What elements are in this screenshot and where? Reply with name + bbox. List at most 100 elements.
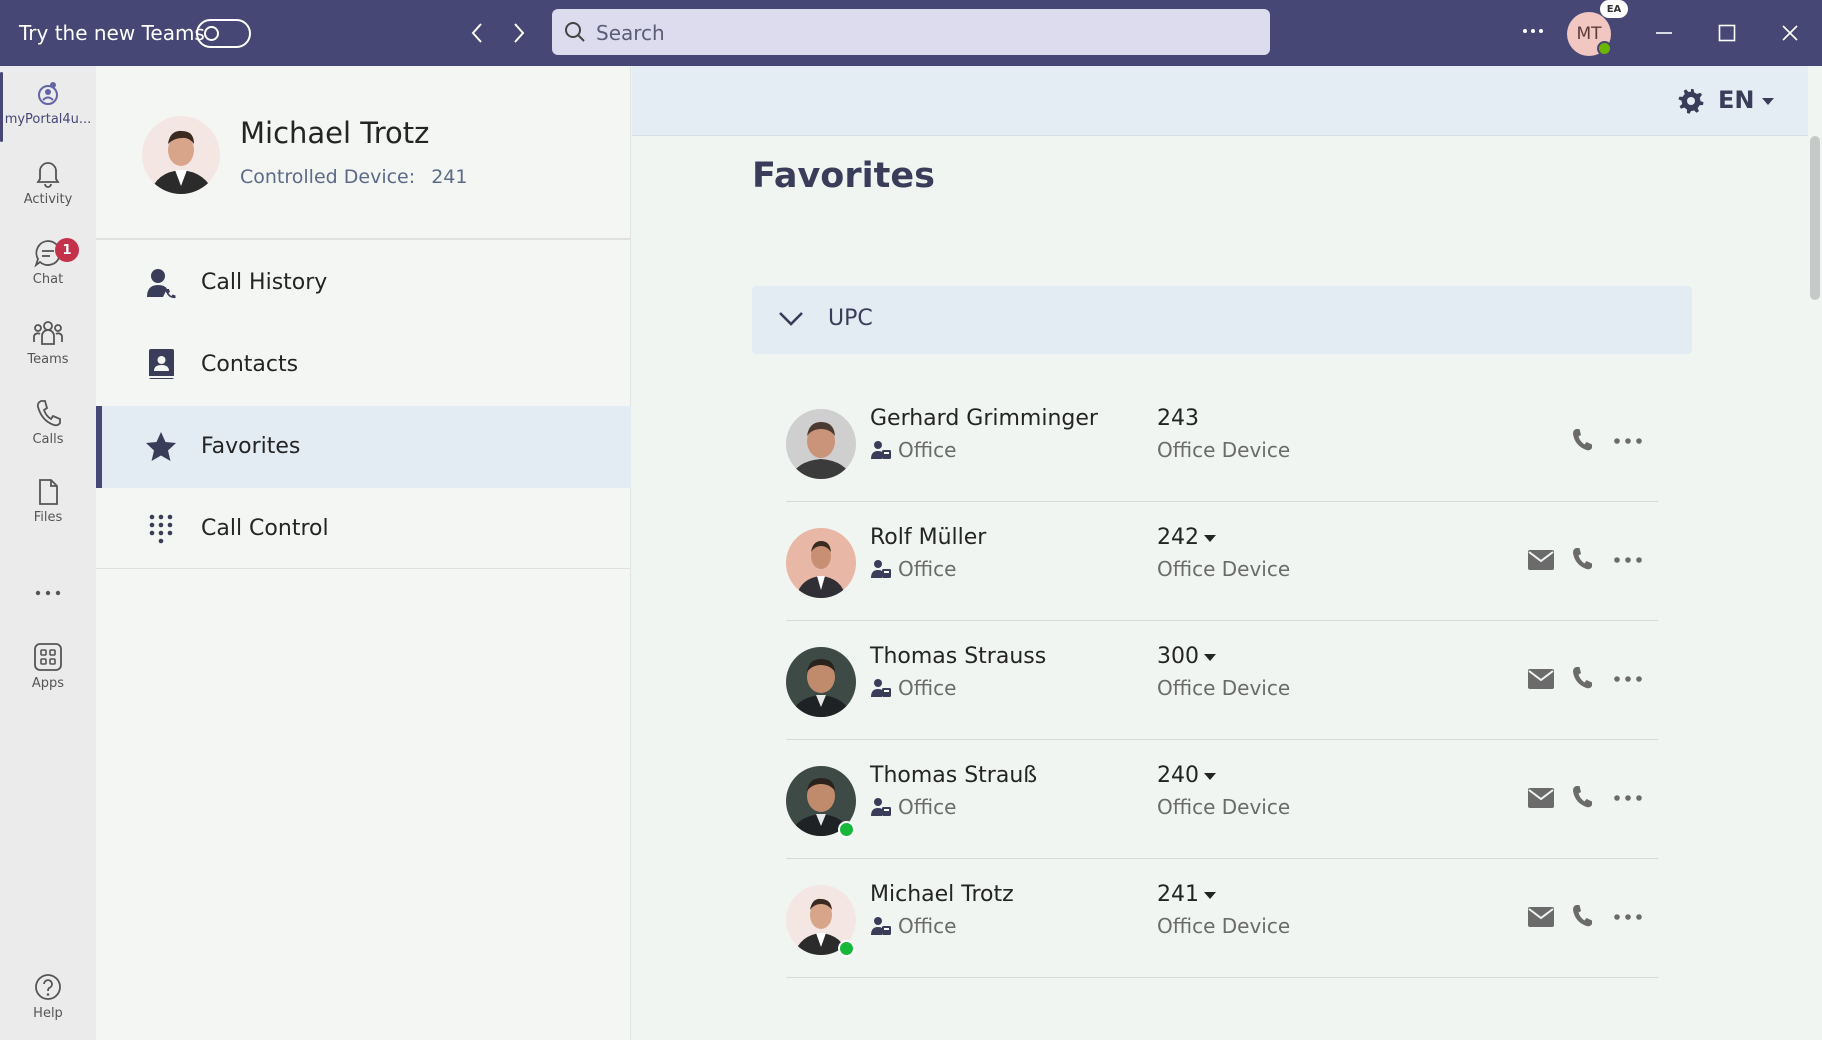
more-options-button[interactable] (1608, 664, 1648, 694)
favorites-icon-wrap (144, 430, 178, 464)
email-button[interactable] (1526, 902, 1556, 932)
contact-device: Office Device (1157, 438, 1291, 462)
search-icon (565, 22, 585, 42)
call-button[interactable] (1567, 900, 1597, 932)
call-button[interactable] (1567, 424, 1597, 456)
user-profile-header: Michael Trotz Controlled Device: 241 (96, 66, 631, 240)
rail-item-teams[interactable]: Teams (0, 318, 96, 394)
mail-icon (1528, 788, 1554, 808)
more-horizontal-icon (1614, 795, 1642, 801)
favorite-row: Thomas Strauss Office 300 Office Device (786, 622, 1658, 740)
back-button[interactable] (464, 18, 490, 48)
controlled-device-number: 241 (431, 166, 468, 188)
email-button[interactable] (1526, 664, 1556, 694)
call-history-icon (147, 269, 176, 299)
contact-name: Thomas Strauss (870, 644, 1047, 669)
caret-down-icon[interactable] (1204, 773, 1216, 781)
phone-icon (1573, 548, 1592, 570)
chat-unread-badge: 1 (55, 238, 79, 262)
rail-item-apps[interactable]: Apps (0, 642, 96, 718)
rail-more-apps-button[interactable] (0, 578, 96, 618)
rail-item-myportal[interactable]: myPortal4u... (0, 72, 96, 148)
language-selector[interactable]: EN (1718, 86, 1755, 114)
scrollbar-thumb[interactable] (1810, 136, 1820, 300)
call-button[interactable] (1567, 543, 1597, 575)
caret-down-icon[interactable] (1204, 892, 1216, 900)
rail-item-help[interactable]: Help (0, 972, 96, 1040)
search-input[interactable]: Search (552, 9, 1270, 55)
rail-item-chat[interactable]: Chat 1 (0, 238, 96, 314)
forward-button[interactable] (506, 18, 532, 48)
contact-avatar (786, 409, 856, 479)
favorites-group-header[interactable]: UPC (752, 286, 1692, 354)
contact-location: Office (898, 795, 957, 819)
rail-label: Teams (27, 352, 69, 367)
profile-avatar (142, 116, 220, 194)
caret-down-icon[interactable] (1762, 98, 1774, 106)
caret-down-icon[interactable] (1204, 654, 1216, 662)
email-button[interactable] (1526, 545, 1556, 575)
more-options-button[interactable] (1608, 783, 1648, 813)
phone-icon (1573, 429, 1592, 451)
contact-extension: 241 (1157, 882, 1199, 907)
navigation-panel: Michael Trotz Controlled Device: 241 Cal… (96, 66, 631, 1040)
toggle-knob (204, 26, 219, 41)
contact-device: Office Device (1157, 676, 1291, 700)
nav-label: Call Control (201, 516, 329, 541)
nav-item-contacts[interactable]: Contacts (96, 324, 631, 406)
try-new-teams-toggle[interactable] (196, 19, 251, 48)
favorite-row: Gerhard Grimminger Office 243 Office Dev… (786, 384, 1658, 502)
content-header: EN (632, 66, 1808, 136)
email-button[interactable] (1526, 783, 1556, 813)
rail-item-activity[interactable]: Activity (0, 158, 96, 234)
mail-icon (1528, 907, 1554, 927)
group-label: UPC (828, 306, 873, 331)
phone-icon (1573, 786, 1592, 808)
rail-label: Activity (23, 192, 73, 207)
minimize-icon (1656, 32, 1672, 34)
contact-device: Office Device (1157, 914, 1291, 938)
nav-divider (96, 568, 631, 569)
contacts-book-icon (149, 349, 174, 379)
office-phone-icon (871, 441, 891, 459)
office-phone-icon (871, 798, 891, 816)
minimize-button[interactable] (1647, 16, 1681, 50)
caret-down-icon[interactable] (1204, 535, 1216, 543)
presence-available-icon (838, 940, 855, 957)
close-window-button[interactable] (1773, 16, 1807, 50)
more-horizontal-icon (1523, 29, 1543, 33)
contact-extension: 242 (1157, 525, 1199, 550)
office-phone-icon (871, 917, 891, 935)
nav-label: Favorites (201, 434, 301, 459)
maximize-button[interactable] (1710, 16, 1744, 50)
gear-icon[interactable] (1678, 88, 1704, 114)
contact-location: Office (898, 557, 957, 581)
more-horizontal-icon (35, 590, 61, 596)
rail-item-files[interactable]: Files (0, 478, 96, 554)
contact-name: Thomas Strauß (870, 763, 1038, 788)
search-placeholder: Search (596, 21, 665, 45)
phone-icon (1573, 905, 1592, 927)
nav-item-favorites[interactable]: Favorites (96, 406, 631, 488)
rail-item-calls[interactable]: Calls (0, 398, 96, 474)
phone-icon (1573, 667, 1592, 689)
user-avatar-button[interactable]: MT (1567, 12, 1611, 56)
call-button[interactable] (1567, 662, 1597, 694)
more-options-button[interactable] (1608, 902, 1648, 932)
contact-name: Michael Trotz (870, 882, 1014, 907)
contact-location: Office (898, 676, 957, 700)
more-options-button[interactable] (1608, 545, 1648, 575)
nav-label: Contacts (201, 352, 299, 377)
settings-more-button[interactable] (1518, 16, 1548, 46)
try-new-teams-label: Try the new Teams (19, 21, 205, 45)
call-button[interactable] (1567, 781, 1597, 813)
more-options-button[interactable] (1608, 426, 1648, 456)
contact-extension: 300 (1157, 644, 1199, 669)
help-icon (35, 974, 61, 1000)
nav-item-call-history[interactable]: Call History (96, 242, 631, 324)
phone-icon (36, 400, 61, 427)
contact-avatar (786, 647, 856, 717)
controlled-device: Controlled Device: 241 (240, 166, 467, 188)
nav-item-call-control[interactable]: Call Control (96, 488, 631, 570)
mail-icon (1528, 550, 1554, 570)
